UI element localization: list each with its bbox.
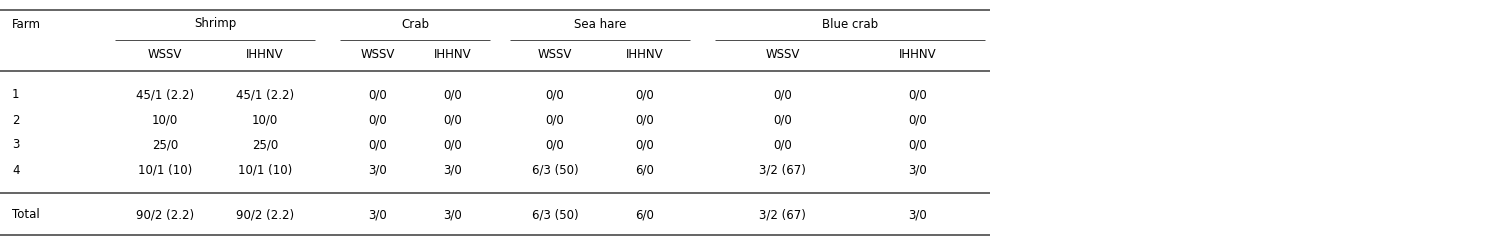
Text: 3/0: 3/0: [442, 209, 462, 221]
Text: 0/0: 0/0: [546, 89, 564, 101]
Text: 0/0: 0/0: [546, 114, 564, 126]
Text: WSSV: WSSV: [538, 49, 572, 62]
Text: 4: 4: [12, 163, 20, 177]
Text: Total: Total: [12, 209, 39, 221]
Text: 6/3 (50): 6/3 (50): [531, 163, 579, 177]
Text: 3/2 (67): 3/2 (67): [759, 163, 806, 177]
Text: 90/2 (2.2): 90/2 (2.2): [236, 209, 294, 221]
Text: 25/0: 25/0: [152, 138, 178, 152]
Text: WSSV: WSSV: [765, 49, 800, 62]
Text: 0/0: 0/0: [772, 138, 792, 152]
Text: IHHNV: IHHNV: [898, 49, 936, 62]
Text: 2: 2: [12, 114, 20, 126]
Text: 10/0: 10/0: [252, 114, 278, 126]
Text: Crab: Crab: [400, 18, 429, 31]
Text: Blue crab: Blue crab: [822, 18, 878, 31]
Text: 0/0: 0/0: [546, 138, 564, 152]
Text: 25/0: 25/0: [252, 138, 278, 152]
Text: 3: 3: [12, 138, 20, 152]
Text: 10/1 (10): 10/1 (10): [138, 163, 192, 177]
Text: 90/2 (2.2): 90/2 (2.2): [136, 209, 194, 221]
Text: 0/0: 0/0: [772, 89, 792, 101]
Text: 6/0: 6/0: [636, 163, 654, 177]
Text: 3/0: 3/0: [368, 163, 387, 177]
Text: Sea hare: Sea hare: [574, 18, 626, 31]
Text: 0/0: 0/0: [368, 89, 387, 101]
Text: WSSV: WSSV: [148, 49, 182, 62]
Text: 45/1 (2.2): 45/1 (2.2): [236, 89, 294, 101]
Text: Farm: Farm: [12, 18, 40, 31]
Text: 1: 1: [12, 89, 20, 101]
Text: 0/0: 0/0: [636, 89, 654, 101]
Text: 10/1 (10): 10/1 (10): [238, 163, 292, 177]
Text: 45/1 (2.2): 45/1 (2.2): [136, 89, 194, 101]
Text: 0/0: 0/0: [442, 138, 462, 152]
Text: 6/0: 6/0: [636, 209, 654, 221]
Text: 0/0: 0/0: [442, 114, 462, 126]
Text: IHHNV: IHHNV: [246, 49, 284, 62]
Text: 0/0: 0/0: [636, 114, 654, 126]
Text: 3/0: 3/0: [368, 209, 387, 221]
Text: 3/0: 3/0: [908, 209, 927, 221]
Text: 0/0: 0/0: [908, 114, 927, 126]
Text: 10/0: 10/0: [152, 114, 178, 126]
Text: 0/0: 0/0: [368, 138, 387, 152]
Text: Shrimp: Shrimp: [194, 18, 236, 31]
Text: 3/0: 3/0: [442, 163, 462, 177]
Text: 6/3 (50): 6/3 (50): [531, 209, 579, 221]
Text: 3/0: 3/0: [908, 163, 927, 177]
Text: IHHNV: IHHNV: [433, 49, 471, 62]
Text: WSSV: WSSV: [360, 49, 394, 62]
Text: 3/2 (67): 3/2 (67): [759, 209, 806, 221]
Text: 0/0: 0/0: [442, 89, 462, 101]
Text: 0/0: 0/0: [908, 89, 927, 101]
Text: 0/0: 0/0: [368, 114, 387, 126]
Text: 0/0: 0/0: [908, 138, 927, 152]
Text: 0/0: 0/0: [772, 114, 792, 126]
Text: 0/0: 0/0: [636, 138, 654, 152]
Text: IHHNV: IHHNV: [626, 49, 664, 62]
